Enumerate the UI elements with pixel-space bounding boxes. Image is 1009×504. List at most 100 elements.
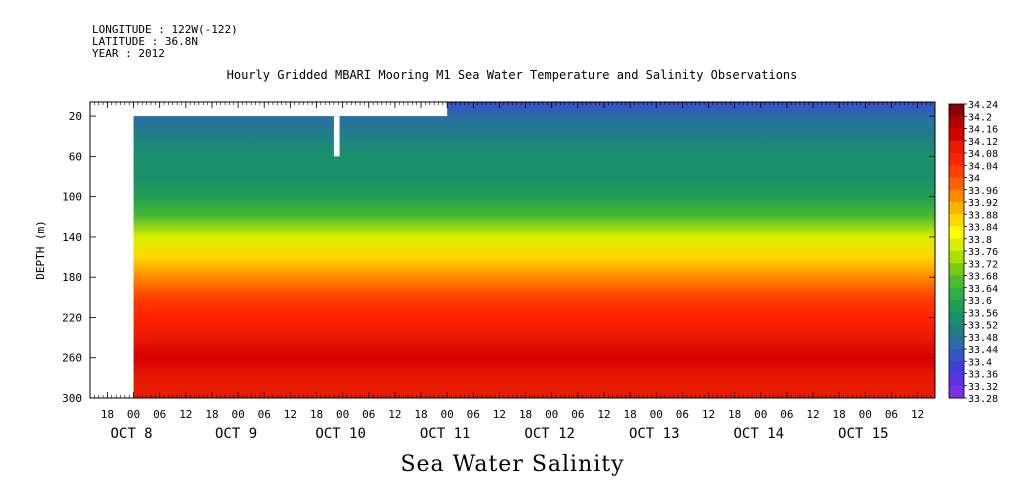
colorbar-label: 34.2 (968, 112, 992, 123)
colorbar-label: 34.08 (968, 149, 998, 160)
hour-tick-label: 18 (310, 408, 323, 421)
depth-tick-label: 140 (62, 231, 82, 244)
colorbar-label: 33.28 (968, 394, 998, 405)
hour-tick-label: 12 (702, 408, 715, 421)
hour-tick-label: 12 (179, 408, 192, 421)
colorbar-label: 34 (968, 174, 980, 185)
colorbar-cell (949, 238, 964, 252)
longitude-label: LONGITUDE : 122W(-122) (92, 23, 238, 36)
no-data-region (333, 116, 340, 157)
hour-tick-label: 12 (493, 408, 506, 421)
colorbar-cell (949, 189, 964, 203)
day-label: OCT 14 (733, 426, 784, 442)
hour-tick-label: 06 (362, 408, 375, 421)
colorbar-cell (949, 116, 964, 129)
colorbar-cell (949, 287, 964, 301)
colorbar-cell (949, 263, 964, 276)
depth-tick-label: 300 (62, 392, 82, 405)
colorbar-label: 33.8 (968, 235, 992, 246)
latitude-label: LATITUDE : 36.8N (92, 35, 198, 48)
colorbar-label: 33.36 (968, 370, 998, 381)
colorbar-label: 33.56 (968, 308, 998, 319)
colorbar-cell (949, 251, 964, 264)
colorbar-label: 33.48 (968, 333, 998, 344)
hour-tick-label: 00 (127, 408, 140, 421)
colorbar-label: 33.92 (968, 198, 998, 209)
hour-tick-label: 06 (571, 408, 584, 421)
hour-tick-label: 06 (780, 408, 793, 421)
colorbar-label: 34.12 (968, 137, 998, 148)
colorbar-label: 34.16 (968, 125, 998, 136)
colorbar-label: 33.32 (968, 382, 998, 393)
day-label: OCT 12 (524, 426, 575, 442)
colorbar-label: 33.44 (968, 345, 998, 356)
hour-tick-label: 06 (467, 408, 480, 421)
colorbar-cell (949, 300, 964, 313)
colorbar-label: 33.52 (968, 321, 998, 332)
colorbar-label: 33.72 (968, 259, 998, 270)
colorbar-cell (949, 165, 964, 178)
hour-tick-label: 18 (519, 408, 532, 421)
hour-tick-label: 06 (885, 408, 898, 421)
colorbar-cell (949, 349, 964, 362)
day-label: OCT 13 (629, 426, 680, 442)
colorbar-cell (949, 361, 964, 374)
hour-tick-label: 18 (833, 408, 846, 421)
hour-tick-label: 00 (231, 408, 244, 421)
plot-subtitle: Sea Water Salinity (400, 452, 625, 477)
colorbar-cell (949, 140, 964, 154)
colorbar-cell (949, 275, 964, 289)
hour-tick-label: 00 (650, 408, 663, 421)
hour-tick-label: 06 (153, 408, 166, 421)
colorbar-cell (949, 128, 964, 142)
hour-tick-label: 00 (859, 408, 872, 421)
colorbar-cell (949, 153, 964, 166)
day-label: OCT 11 (420, 426, 471, 442)
year-label: YEAR : 2012 (92, 47, 165, 60)
colorbar-cell (949, 324, 964, 338)
day-label: OCT 9 (215, 426, 257, 442)
depth-tick-label: 220 (62, 311, 82, 324)
colorbar-cell (949, 312, 964, 325)
depth-tick-label: 180 (62, 271, 82, 284)
colorbar-cell (949, 214, 964, 227)
colorbar-cell (949, 202, 964, 215)
colorbar-cell (949, 177, 964, 191)
colorbar-label: 33.96 (968, 186, 998, 197)
colorbar-label: 34.04 (968, 161, 998, 172)
colorbar-label: 34.24 (968, 100, 998, 111)
hour-tick-label: 00 (336, 408, 349, 421)
day-label: OCT 8 (110, 426, 152, 442)
depth-tick-label: 60 (69, 150, 82, 163)
hour-tick-label: 06 (676, 408, 689, 421)
depth-tick-label: 260 (62, 352, 82, 365)
depth-tick-label: 100 (62, 191, 82, 204)
colorbar-label: 33.68 (968, 272, 998, 283)
colorbar-label: 33.4 (968, 357, 992, 368)
colorbar-label: 33.6 (968, 296, 992, 307)
hour-tick-label: 18 (414, 408, 427, 421)
chart-title: Hourly Gridded MBARI Mooring M1 Sea Wate… (226, 68, 798, 82)
hour-tick-label: 12 (806, 408, 819, 421)
hour-tick-label: 00 (754, 408, 767, 421)
colorbar-label: 33.76 (968, 247, 998, 258)
colorbar-cell (949, 226, 964, 240)
colorbar-cell (949, 336, 964, 350)
colorbar-cell (949, 373, 964, 387)
colorbar-cell (949, 104, 964, 117)
hour-tick-label: 00 (441, 408, 454, 421)
colorbar-cell (949, 385, 964, 399)
hour-tick-label: 12 (597, 408, 610, 421)
hour-tick-label: 18 (728, 408, 741, 421)
hour-tick-label: 18 (623, 408, 636, 421)
day-label: OCT 10 (315, 426, 366, 442)
hour-tick-label: 06 (258, 408, 271, 421)
no-data-region (90, 102, 134, 398)
colorbar-label: 33.64 (968, 284, 998, 295)
y-axis-label: DEPTH (m) (34, 220, 47, 280)
colorbar-label: 33.84 (968, 223, 998, 234)
hour-tick-label: 00 (545, 408, 558, 421)
hour-tick-label: 12 (911, 408, 924, 421)
day-label: OCT 15 (838, 426, 889, 442)
